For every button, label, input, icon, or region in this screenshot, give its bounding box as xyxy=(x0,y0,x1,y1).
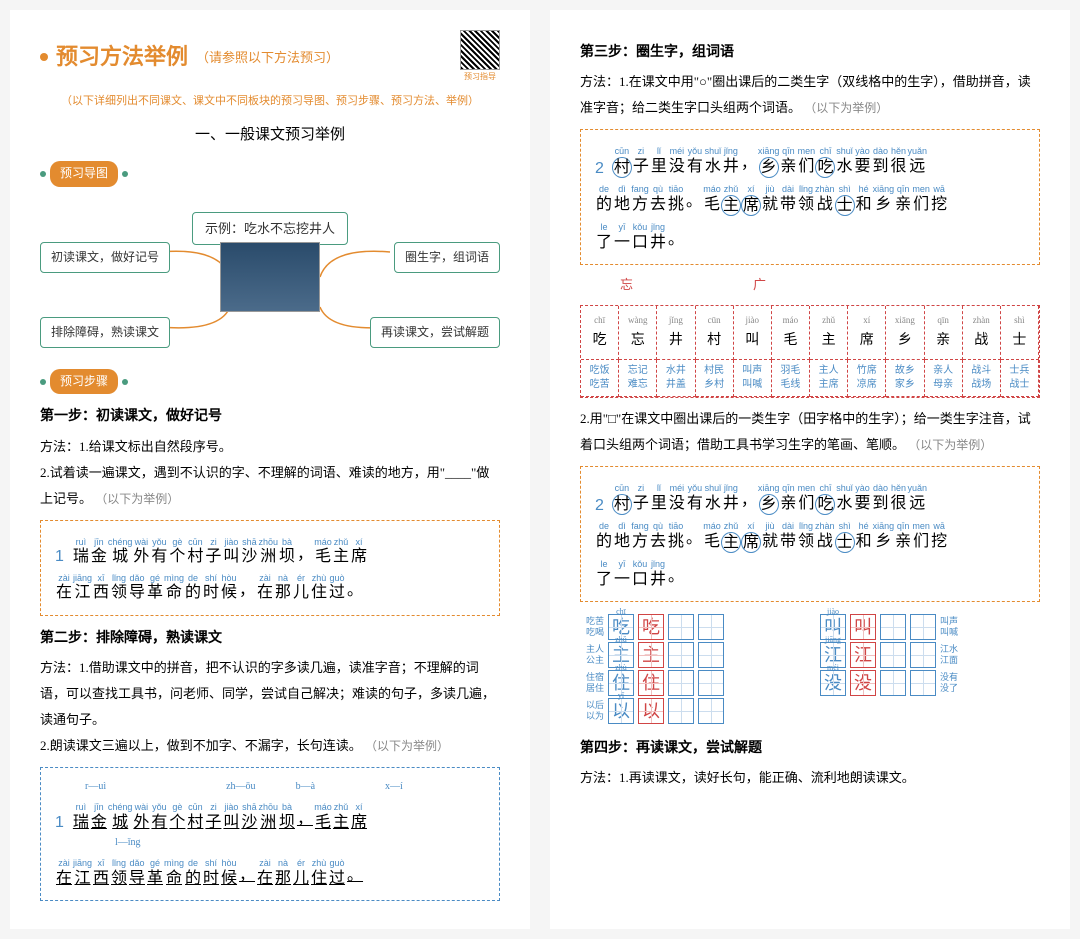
section-heading: 一、一般课文预习举例 xyxy=(40,122,500,149)
step2-p2: 2.朗读课文三遍以上，做到不加字、不漏字，长句连读。 （以下为举例） xyxy=(40,733,500,759)
diagram-box-2: 圈生字，组词语 xyxy=(394,242,500,274)
diagram-box-3: 排除障碍，熟读课文 xyxy=(40,317,170,349)
example-box-4: 2cūn村zi子lǐ里méi没yǒu有shuǐ水jǐng井，xiāng乡qīn亲… xyxy=(580,466,1040,602)
p3-2: 2.用"□"在课文中圈出课后的一类生字（田字格中的生字）；给一类生字注音，试着口… xyxy=(580,406,1040,458)
badge-diagram: 预习导图 xyxy=(50,161,118,187)
dot-icon xyxy=(40,379,46,385)
title-paren: （请参照以下方法预习） xyxy=(196,46,339,69)
dot-icon xyxy=(122,379,128,385)
ex1-line2: zài在jiāng江xī西lǐng领dǎo导gé革mìng命de的shí时hòu… xyxy=(55,569,485,603)
ex4-line3: le了yī一kǒu口jǐng井。 xyxy=(595,555,1025,589)
diagram-image xyxy=(220,242,320,312)
ex3-line1: 2cūn村zi子lǐ里méi没yǒu有shuǐ水jǐng井，xiāng乡qīn亲… xyxy=(595,142,1025,178)
practice-left: 吃苦吃喝chī吃吃主人公主zhǔ主主住宿居住zhù住住以后以为yǐ以以 xyxy=(580,612,800,726)
practice-right: jiào叫叫叫声叫喊jiāng江江江水江面méi没没没有没了 xyxy=(820,612,1040,726)
example-box-3: 2cūn村zi子lǐ里méi没yǒu有shuǐ水jǐng井，xiāng乡qīn亲… xyxy=(580,129,1040,265)
diagram-box-1: 初读课文，做好记号 xyxy=(40,242,170,274)
ex3-line3: le了yī一kǒu口jǐng井。 xyxy=(595,218,1025,252)
qr-icon xyxy=(460,30,500,70)
vocab-red-top: 忘广 xyxy=(580,273,1040,296)
step4-method: 方法：1.再读课文，读好长句，能正确、流利地朗读课文。 xyxy=(580,765,1040,791)
main-title: 预习方法举例 xyxy=(56,37,188,77)
badge-row-1: 预习导图 xyxy=(40,161,500,187)
step2-method: 方法：1.借助课文中的拼音，把不认识的字多读几遍，读准字音；不理解的词语，可以查… xyxy=(40,655,500,733)
step3-method: 方法：1.在课文中用"○"圈出课后的二类生字（双线格中的生字），借助拼音，读准字… xyxy=(580,69,1040,121)
badge-row-2: 预习步骤 xyxy=(40,369,500,395)
qr-block: 预习指导 xyxy=(460,30,500,84)
ex2-line1: 1ruì瑞jīn金chéng城wài外yǒu有gè个cūn村zi子jiào叫sh… xyxy=(55,798,485,832)
title-row: 预习方法举例 （请参照以下方法预习） 预习指导 xyxy=(40,30,500,84)
dot-icon xyxy=(122,171,128,177)
step2-title: 第二步：排除障碍，熟读课文 xyxy=(40,626,500,651)
dot-icon xyxy=(40,171,46,177)
diagram: 示例：吃水不忘挖井人 初读课文，做好记号 圈生字，组词语 排除障碍，熟读课文 再… xyxy=(40,197,500,357)
orange-note: （以下详细列出不同课文、课文中不同板块的预习导图、预习步骤、预习方法、举例） xyxy=(40,92,500,112)
step1-title: 第一步：初读课文，做好记号 xyxy=(40,404,500,429)
anno-row-1: r—uìzh—ōub—àx—í xyxy=(55,778,485,796)
ex1-line1: 1ruì瑞jīn金chéng城wài外yǒu有gè个cūn村zi子jiào叫sh… xyxy=(55,533,485,567)
ex4-line1: 2cūn村zi子lǐ里méi没yǒu有shuǐ水jǐng井，xiāng乡qīn亲… xyxy=(595,479,1025,515)
ex4-line2: de的dì地fang方qù去tiāo挑。máo毛zhǔ主xí席jiù就dài带l… xyxy=(595,517,1025,553)
diagram-center: 示例：吃水不忘挖井人 xyxy=(192,212,348,245)
qr-label: 预习指导 xyxy=(460,70,500,84)
page-right: 第三步：圈生字，组词语 方法：1.在课文中用"○"圈出课后的二类生字（双线格中的… xyxy=(550,10,1070,929)
vocab-grid: 忘广 chī吃wàng忘jǐng井cūn村jiào叫máo毛zhǔ主xí席xiā… xyxy=(580,273,1040,398)
bullet-icon xyxy=(40,53,48,61)
example-box-2: r—uìzh—ōub—àx—í 1ruì瑞jīn金chéng城wài外yǒu有g… xyxy=(40,767,500,901)
step4-title: 第四步：再读课文，尝试解题 xyxy=(580,736,1040,761)
diagram-box-4: 再读课文，尝试解题 xyxy=(370,317,500,349)
ex3-line2: de的dì地fang方qù去tiāo挑。máo毛zhǔ主xí席jiù就dài带l… xyxy=(595,180,1025,216)
anno-row-2: l—ǐng xyxy=(55,834,485,852)
page-left: 预习方法举例 （请参照以下方法预习） 预习指导 （以下详细列出不同课文、课文中不… xyxy=(10,10,530,929)
step3-title: 第三步：圈生字，组词语 xyxy=(580,40,1040,65)
badge-steps: 预习步骤 xyxy=(50,369,118,395)
example-box-1: 1ruì瑞jīn金chéng城wài外yǒu有gè个cūn村zi子jiào叫sh… xyxy=(40,520,500,616)
ex2-line2: zài在jiāng江xī西lǐng领dǎo导gé革mìng命de的shí时hòu… xyxy=(55,854,485,888)
step1-method: 方法：1.给课文标出自然段序号。 xyxy=(40,434,500,460)
step1-p2: 2.试着读一遍课文，遇到不认识的字、不理解的词语、难读的地方，用"____"做上… xyxy=(40,460,500,512)
practice-grid: 吃苦吃喝chī吃吃主人公主zhǔ主主住宿居住zhù住住以后以为yǐ以以 jiào… xyxy=(580,612,1040,726)
